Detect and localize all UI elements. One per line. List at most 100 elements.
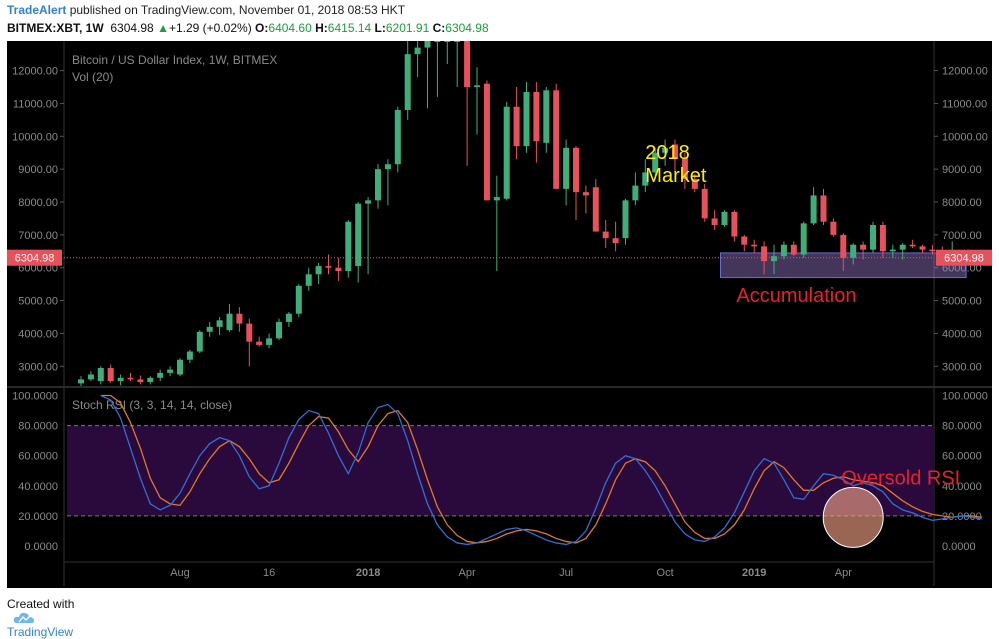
rsi-tick-label-right: 80.0000 — [942, 421, 982, 433]
candle-body — [681, 157, 688, 179]
candle-body — [879, 225, 886, 252]
candle-body — [810, 195, 817, 224]
low-label: L: — [374, 21, 386, 35]
candle-body — [454, 41, 461, 42]
price-tick-label-right: 12000.00 — [942, 66, 988, 78]
candle-body — [345, 221, 352, 271]
rsi-tick-label-right: 40.0000 — [942, 481, 982, 493]
price-tick-label-right: 7000.00 — [942, 230, 982, 242]
candle-body — [285, 313, 292, 322]
last-price-tag-left — [7, 249, 62, 266]
annotation-market-label: Market — [645, 165, 707, 187]
candle-body — [483, 83, 490, 201]
rsi-tick-label-right: 60.0000 — [942, 451, 982, 463]
chart-svg[interactable]: 3000.00 3000.00 4000.00 4000.00 5000.00 5000.… — [7, 41, 992, 588]
price-tick-label-left: 8000.00 — [18, 197, 58, 209]
candle-body — [672, 144, 678, 158]
candle-body — [325, 266, 332, 268]
candle-body — [741, 236, 748, 245]
candle-body — [474, 85, 480, 87]
price-tick-label-right: 9000.00 — [942, 164, 982, 176]
price-tick-label-right: 5000.00 — [942, 296, 982, 308]
candle-body — [335, 267, 342, 271]
last-price-tag-right — [936, 249, 992, 266]
high-value: 6415.14 — [327, 21, 372, 35]
candle-body — [830, 221, 837, 235]
candle-body — [533, 91, 540, 142]
price-tick-label-left: 9000.00 — [18, 164, 58, 176]
candle-body — [196, 331, 203, 352]
candle-body — [157, 372, 164, 378]
time-tick-label: Oct — [657, 567, 674, 579]
candle-body — [375, 169, 381, 201]
candle-body — [523, 91, 530, 147]
candle-body — [305, 274, 312, 286]
candle-body — [424, 41, 431, 48]
price-tick-label-right: 6000.00 — [942, 263, 982, 275]
volume-indicator-label: Vol (20) — [72, 70, 113, 84]
candle-body — [721, 211, 728, 225]
rsi-tick-label-left: 80.0000 — [18, 421, 58, 433]
candle-body — [226, 313, 233, 331]
candle-body — [137, 379, 144, 383]
rsi-series-line-blue — [100, 394, 982, 546]
candle-body — [127, 377, 134, 380]
candle-body — [365, 200, 372, 204]
candle-body — [147, 377, 154, 383]
price-tick-label-right: 4000.00 — [942, 328, 982, 340]
rsi-tick-label-left: 60.0000 — [18, 451, 58, 463]
price-tick-label-left: 10000.00 — [12, 131, 58, 143]
open-label: O: — [255, 21, 269, 35]
candle-body — [870, 225, 876, 250]
candle-body — [751, 244, 758, 247]
author-link[interactable]: TradeAlert — [7, 3, 67, 17]
candle-body — [97, 367, 104, 382]
price-tick-label-left: 5000.00 — [18, 296, 58, 308]
rsi-tick-label-left: 0.0000 — [24, 541, 58, 553]
low-value: 6201.91 — [385, 21, 430, 35]
candle-body — [315, 266, 322, 275]
price-tick-label-left: 4000.00 — [18, 328, 58, 340]
candle-body — [493, 197, 500, 201]
candle-body — [543, 90, 550, 143]
candle-body — [355, 203, 362, 267]
price-tick-label-left: 7000.00 — [18, 230, 58, 242]
close-label: C: — [432, 21, 446, 35]
candle-body — [652, 152, 659, 173]
created-with-text: Created with — [7, 597, 75, 611]
candle-body — [899, 244, 906, 250]
last-price: 6304.98 — [110, 21, 154, 35]
candle-body — [790, 244, 797, 255]
candle-body — [107, 367, 114, 382]
chart-area[interactable]: 3000.00 3000.00 4000.00 4000.00 5000.00 5000.… — [7, 41, 992, 588]
time-tick-label: Jul — [559, 567, 573, 579]
candle-body — [632, 185, 639, 201]
rsi-tick-label-left: 100.0000 — [12, 391, 58, 403]
candle-body — [87, 374, 94, 380]
price-tick-label-left: 11000.00 — [13, 98, 58, 110]
candle-body — [582, 192, 589, 196]
candle-body — [206, 326, 213, 332]
candle-body — [701, 188, 708, 219]
footer: Created with TradingView — [7, 597, 74, 639]
price-tick-label-left: 6000.00 — [18, 263, 58, 275]
rsi-indicator-title: Stoch RSI (3, 3, 14, 14, close) — [72, 398, 232, 412]
tradingview-cloud-icon — [13, 612, 35, 623]
candle-body — [573, 147, 579, 193]
candle-body — [800, 223, 807, 255]
candle-body — [266, 338, 273, 345]
candle-body — [780, 244, 787, 257]
annotation-oversold-label: Oversold RSI — [841, 467, 960, 489]
candle-body — [513, 106, 520, 147]
candle-body — [642, 172, 649, 186]
candle-body — [563, 147, 570, 189]
candle-body — [394, 110, 401, 165]
candle-body — [256, 341, 263, 345]
candle-body — [246, 323, 253, 342]
price-tick-label-right: 3000.00 — [942, 361, 982, 373]
candle-body — [177, 359, 183, 375]
open-value: 6404.60 — [268, 21, 312, 35]
time-tick-label: 2018 — [356, 567, 380, 579]
price-tick-label-right: 8000.00 — [942, 197, 982, 209]
tradingview-brand-link[interactable]: TradingView — [7, 625, 74, 639]
